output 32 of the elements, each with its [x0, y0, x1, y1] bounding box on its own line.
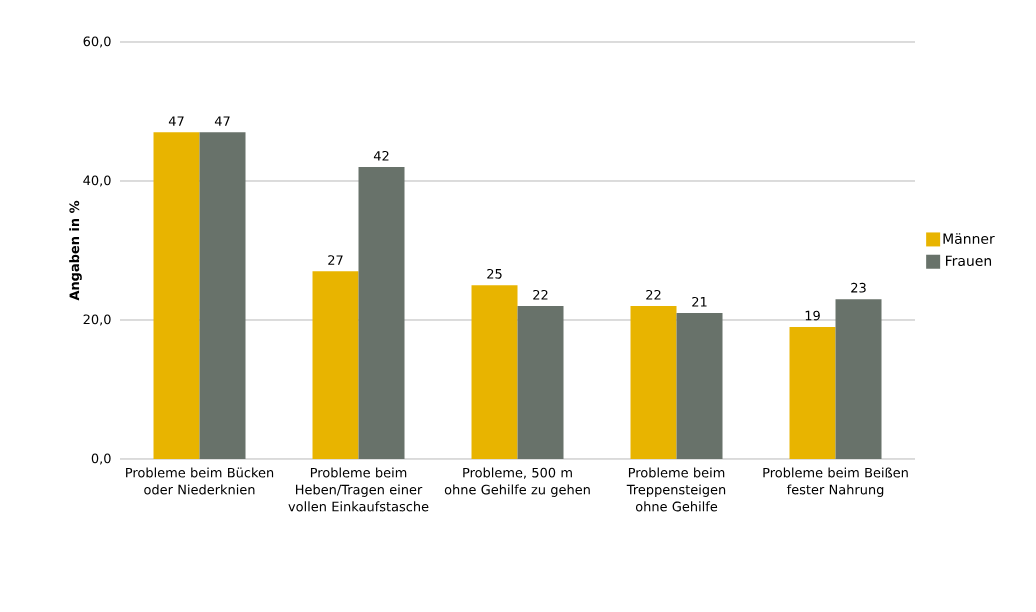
x-tick-label: Probleme beim Bücken oder Niederknien [126, 467, 274, 495]
data-label: 22 [646, 289, 661, 300]
bar [153, 132, 200, 459]
bar [471, 285, 518, 459]
data-label: 23 [851, 282, 866, 293]
bar [676, 313, 723, 459]
data-label: 21 [692, 296, 707, 307]
bar [358, 167, 405, 459]
legend-label: Männer [943, 233, 995, 244]
data-label: 25 [487, 268, 502, 279]
y-tick-label: 20,0 [83, 314, 111, 326]
legend-label: Frauen [946, 255, 992, 267]
bar [789, 326, 836, 459]
x-tick-label: Probleme beim Treppensteigen ohne Gehilfe [626, 467, 726, 512]
bar [199, 132, 246, 459]
x-tick-label: Probleme, 500 m ohne Gehilfe zu gehen [444, 467, 590, 497]
data-label: 27 [328, 255, 343, 265]
bar [517, 306, 564, 459]
y-tick-label: 40,0 [83, 175, 111, 187]
x-tick-label: Probleme beim Beißen fester Nahrung [763, 467, 908, 497]
data-label: 22 [533, 289, 548, 300]
bar [312, 271, 359, 459]
x-tick-label: Probleme beim Heben/Tragen einer vollen Einkaufstasche [288, 467, 429, 512]
bar [835, 299, 882, 459]
y-tick-label: 60,0 [83, 36, 111, 48]
y-tick-label: 0,0 [91, 453, 111, 465]
data-label: 47 [214, 116, 230, 126]
data-label: 19 [805, 310, 820, 321]
y-axis-title: Angaben in % [69, 200, 82, 301]
data-label: 42 [373, 150, 389, 161]
bar [630, 306, 677, 459]
data-label: 47 [168, 116, 184, 126]
